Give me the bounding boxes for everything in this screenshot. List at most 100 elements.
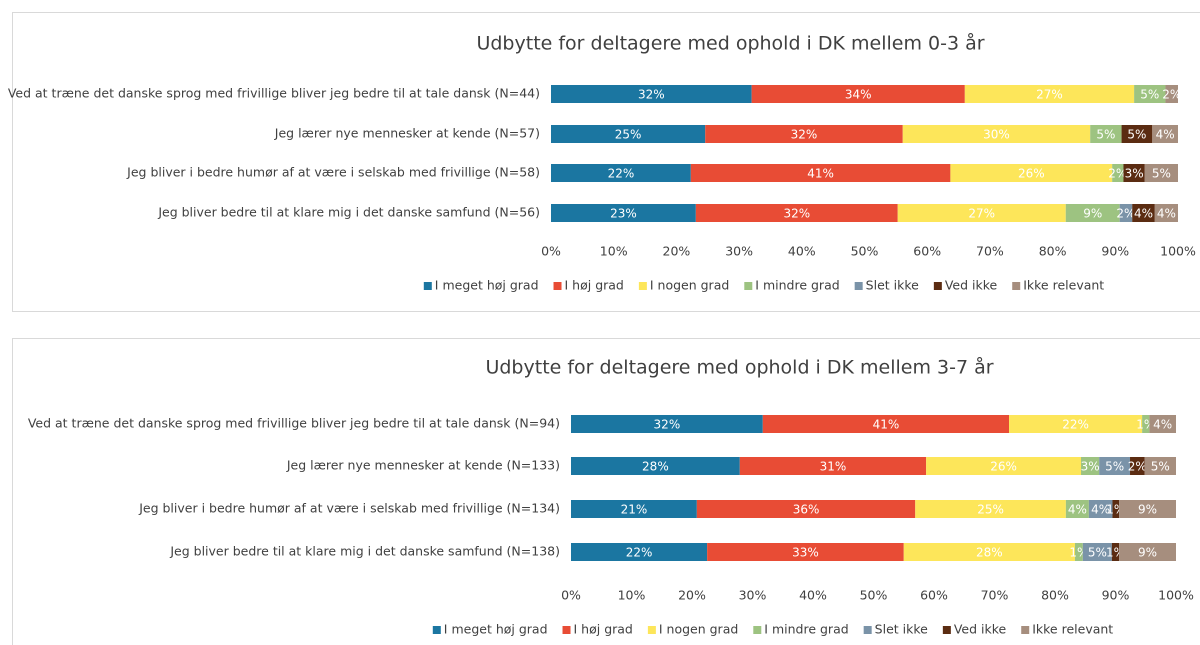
data-label: 33%: [792, 546, 819, 560]
x-tick-label: 60%: [920, 588, 948, 603]
legend-swatch: [553, 282, 562, 290]
x-tick-label: 50%: [851, 244, 879, 259]
data-label: 25%: [977, 503, 1004, 517]
data-label: 32%: [654, 418, 681, 432]
x-tick-label: 80%: [1041, 588, 1069, 603]
data-label: 32%: [638, 88, 665, 102]
legend-swatch: [1021, 626, 1030, 634]
bar-segment: [571, 415, 763, 433]
legend-swatch: [942, 626, 951, 634]
data-label: 4%: [1156, 128, 1175, 142]
data-label: 30%: [983, 128, 1010, 142]
data-label: 25%: [615, 128, 642, 142]
legend-label: I høj grad: [574, 622, 633, 637]
panel: [12, 338, 1200, 645]
data-label: 5%: [1152, 167, 1171, 181]
bar-segment: [1149, 415, 1176, 433]
data-label: 31%: [820, 460, 847, 474]
bar-segment: [696, 500, 916, 518]
legend-label: I mindre grad: [764, 622, 848, 637]
data-label: 2%: [1108, 167, 1127, 181]
category-label: Jeg bliver bedre til at klare mig i det …: [157, 205, 540, 220]
data-label: 41%: [873, 418, 900, 432]
x-tick-label: 30%: [739, 588, 767, 603]
category-label: Ved at træne det danske sprog med frivil…: [8, 86, 540, 101]
data-label: 9%: [1083, 207, 1102, 221]
bar-segment: [1090, 125, 1122, 143]
data-label: 5%: [1096, 128, 1115, 142]
data-label: 4%: [1153, 418, 1172, 432]
data-label: 4%: [1068, 503, 1087, 517]
data-label: 5%: [1151, 460, 1170, 474]
bar-segment: [551, 125, 706, 143]
data-label: 4%: [1157, 207, 1176, 221]
chart-title: Udbytte for deltagere med ophold i DK me…: [476, 32, 984, 55]
x-tick-label: 90%: [1101, 244, 1129, 259]
bar-segment: [1112, 500, 1120, 518]
legend-label: Slet ikke: [875, 622, 928, 637]
category-label: Ved at træne det danske sprog med frivil…: [28, 416, 560, 431]
x-tick-label: 10%: [600, 244, 628, 259]
category-label: Jeg bliver i bedre humør af at være i se…: [126, 165, 540, 180]
data-label: 9%: [1138, 503, 1157, 517]
legend-swatch: [744, 282, 753, 290]
data-label: 2%: [1162, 88, 1181, 102]
legend-swatch: [647, 626, 656, 634]
x-tick-label: 20%: [663, 244, 691, 259]
bar-segment: [695, 204, 898, 222]
data-label: 22%: [626, 546, 653, 560]
legend-label: I nogen grad: [659, 622, 738, 637]
legend-swatch: [863, 626, 872, 634]
bar-segment: [1123, 164, 1145, 182]
legend-label: I mindre grad: [755, 278, 839, 293]
legend-swatch: [933, 282, 942, 290]
data-label: 26%: [1018, 167, 1045, 181]
bar-segment: [1154, 204, 1178, 222]
data-label: 27%: [1036, 88, 1063, 102]
bar-segment: [705, 125, 903, 143]
bar-segment: [1144, 164, 1178, 182]
data-label: 32%: [791, 128, 818, 142]
bar-segment: [707, 543, 904, 561]
category-label: Jeg lærer nye mennesker at kende (N=133): [286, 458, 560, 473]
x-tick-label: 80%: [1039, 244, 1067, 259]
x-tick-label: 20%: [678, 588, 706, 603]
bar-segment: [1119, 500, 1176, 518]
legend-label: Ved ikke: [954, 622, 1007, 637]
bar-segment: [1142, 415, 1150, 433]
legend-swatch: [753, 626, 762, 634]
bar-segment: [1130, 457, 1145, 475]
bar-segment: [1074, 543, 1083, 561]
bar-segment: [571, 500, 697, 518]
x-tick-label: 40%: [799, 588, 827, 603]
legend-label: I høj grad: [565, 278, 624, 293]
bar-segment: [1119, 204, 1133, 222]
category-label: Jeg bliver bedre til at klare mig i det …: [169, 544, 560, 559]
data-label: 5%: [1140, 88, 1159, 102]
legend-swatch: [432, 626, 441, 634]
bar-segment: [1009, 415, 1143, 433]
bar-segment: [571, 457, 740, 475]
legend-swatch: [638, 282, 647, 290]
bar-segment: [897, 204, 1066, 222]
legend-label: I nogen grad: [650, 278, 729, 293]
x-tick-label: 70%: [976, 244, 1004, 259]
bar-segment: [762, 415, 1010, 433]
bar-segment: [739, 457, 927, 475]
data-label: 5%: [1127, 128, 1146, 142]
bar-segment: [751, 85, 965, 103]
bar-segment: [1088, 500, 1113, 518]
data-label: 27%: [968, 207, 995, 221]
bar-segment: [551, 204, 696, 222]
bar-segment: [1082, 543, 1112, 561]
panel: [12, 12, 1200, 312]
data-label: 41%: [807, 167, 834, 181]
data-label: 5%: [1088, 546, 1107, 560]
bar-segment: [1165, 85, 1178, 103]
x-tick-label: 100%: [1158, 588, 1194, 603]
x-tick-label: 70%: [981, 588, 1009, 603]
bar-segment: [690, 164, 951, 182]
data-label: 21%: [621, 503, 648, 517]
data-label: 28%: [976, 546, 1003, 560]
